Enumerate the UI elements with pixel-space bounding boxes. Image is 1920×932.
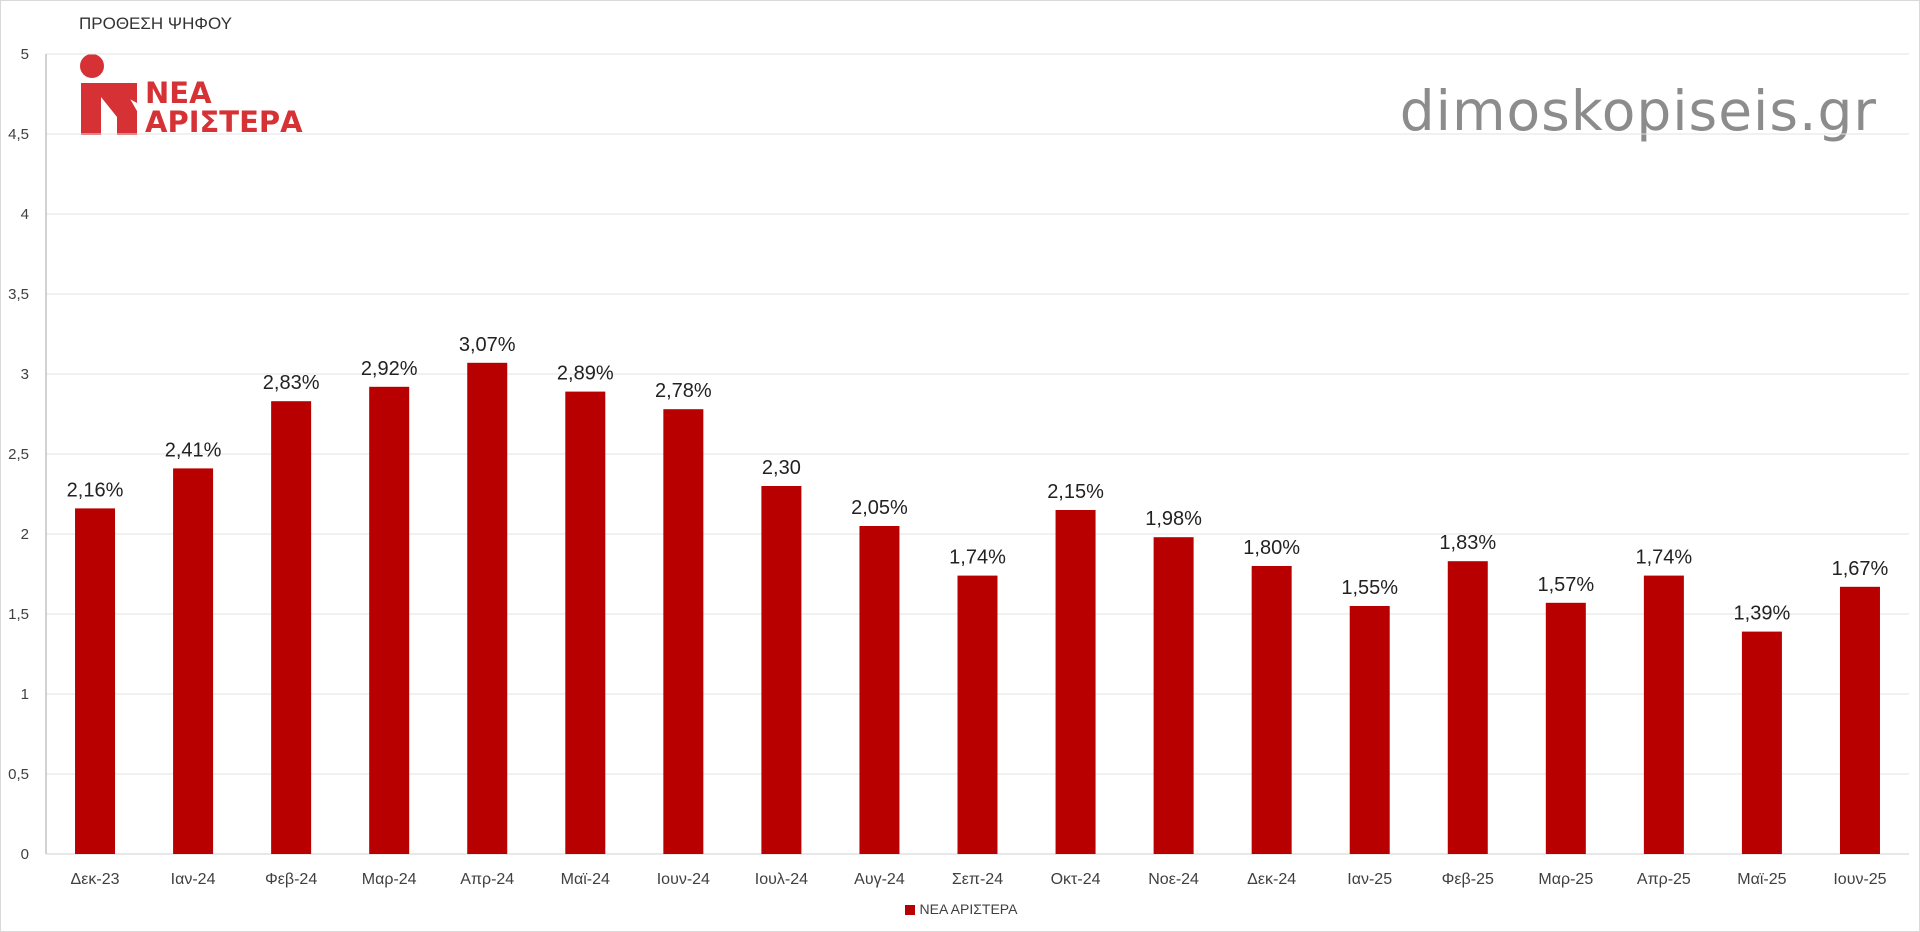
data-labels: 2,16% 2,41% 2,83% 2,92% 3,07% 2,89% 2,78% 2,30 2…	[67, 334, 1889, 625]
x-tick-label: Σεπ-24	[952, 871, 1003, 888]
x-tick-label: Δεκ-24	[1247, 871, 1296, 888]
bar	[467, 362, 508, 854]
y-tick-label: 3,5	[8, 286, 29, 303]
y-tick-label: 1	[21, 686, 29, 703]
data-label: 2,41%	[165, 439, 222, 461]
legend: ΝΕΑ ΑΡΙΣΤΕΡΑ	[1, 901, 1920, 917]
x-tick-label: Ιαν-24	[171, 871, 216, 888]
nea-aristera-logo: ΝΕΑ ΑΡΙΣΤΕΡΑ	[79, 53, 303, 137]
y-tick-label: 4,5	[8, 126, 29, 143]
x-tick-label: Δεκ-23	[71, 871, 120, 888]
y-tick-label: 0	[21, 846, 29, 863]
x-tick-label: Φεβ-25	[1442, 871, 1494, 888]
data-label: 2,15%	[1047, 481, 1104, 503]
watermark: dimoskopiseis.gr	[1399, 79, 1877, 143]
bar	[369, 386, 410, 854]
bar	[1349, 606, 1390, 854]
bar	[565, 391, 606, 854]
data-label: 1,67%	[1832, 558, 1889, 580]
x-tick-label: Ιουλ-24	[755, 871, 808, 888]
logo-mark-icon	[80, 54, 137, 135]
bar	[1153, 537, 1194, 854]
x-tick-label: Φεβ-24	[265, 871, 317, 888]
legend-label: ΝΕΑ ΑΡΙΣΤΕΡΑ	[919, 901, 1018, 917]
y-tick-label: 2,5	[8, 446, 29, 463]
x-tick-label: Μαϊ-25	[1737, 871, 1786, 888]
logo-line-2: ΑΡΙΣΤΕΡΑ	[145, 105, 303, 139]
logo-line-1: ΝΕΑ	[145, 76, 212, 110]
logo-wordmark: ΝΕΑ ΑΡΙΣΤΕΡΑ	[145, 79, 303, 137]
x-tick-label: Ιαν-25	[1347, 871, 1392, 888]
x-tick-label: Μαρ-24	[362, 871, 417, 888]
legend-swatch	[904, 905, 915, 915]
bar	[859, 526, 900, 854]
data-label: 1,83%	[1439, 532, 1496, 554]
bar	[1741, 631, 1782, 854]
bar	[75, 508, 116, 854]
bar	[1447, 561, 1488, 854]
y-tick-label: 5	[21, 46, 29, 63]
y-tick-label: 3	[21, 366, 29, 383]
data-label: 1,57%	[1537, 574, 1594, 596]
data-label: 1,98%	[1145, 508, 1202, 530]
y-tick-label: 4	[21, 206, 29, 223]
data-label: 3,07%	[459, 334, 516, 356]
x-tick-label: Μαϊ-24	[561, 871, 610, 888]
category-labels: Δεκ-23 Ιαν-24 Φεβ-24 Μαρ-24 Απρ-24 Μαϊ-24 Ιουν…	[71, 871, 1887, 888]
x-tick-label: Ιουν-25	[1833, 871, 1886, 888]
data-label: 2,83%	[263, 372, 320, 394]
bar	[1643, 575, 1684, 854]
y-tick-label: 1,5	[8, 606, 29, 623]
data-label: 1,80%	[1243, 537, 1300, 559]
bar	[1839, 586, 1880, 854]
data-label: 2,16%	[67, 479, 124, 501]
bar	[1055, 510, 1096, 854]
x-tick-label: Μαρ-25	[1538, 871, 1593, 888]
y-axis-title: ΠΡΟΘΕΣΗ ΨΗΦΟΥ	[79, 14, 232, 33]
x-tick-label: Οκτ-24	[1051, 871, 1101, 888]
data-label: 2,89%	[557, 363, 614, 385]
data-label: 1,74%	[949, 547, 1006, 569]
bar	[957, 575, 998, 854]
data-label: 2,92%	[361, 358, 418, 380]
y-tick-label: 2	[21, 526, 29, 543]
bar	[271, 401, 312, 854]
bar	[761, 486, 802, 854]
data-label: 1,74%	[1636, 547, 1693, 569]
x-tick-label: Απρ-25	[1637, 871, 1691, 888]
data-label: 2,05%	[851, 497, 908, 519]
bars	[75, 362, 1880, 854]
data-label: 2,30	[762, 457, 801, 479]
bar	[173, 468, 214, 854]
bar	[1545, 602, 1586, 854]
data-label: 1,39%	[1734, 603, 1791, 625]
data-label: 1,55%	[1341, 577, 1398, 599]
x-tick-label: Απρ-24	[460, 871, 514, 888]
data-label: 2,78%	[655, 380, 712, 402]
bar	[1251, 566, 1292, 854]
bar	[663, 409, 704, 854]
x-tick-label: Αυγ-24	[854, 871, 905, 888]
x-tick-label: Νοε-24	[1148, 871, 1199, 888]
y-tick-label: 0,5	[8, 766, 29, 783]
x-tick-label: Ιουν-24	[657, 871, 710, 888]
